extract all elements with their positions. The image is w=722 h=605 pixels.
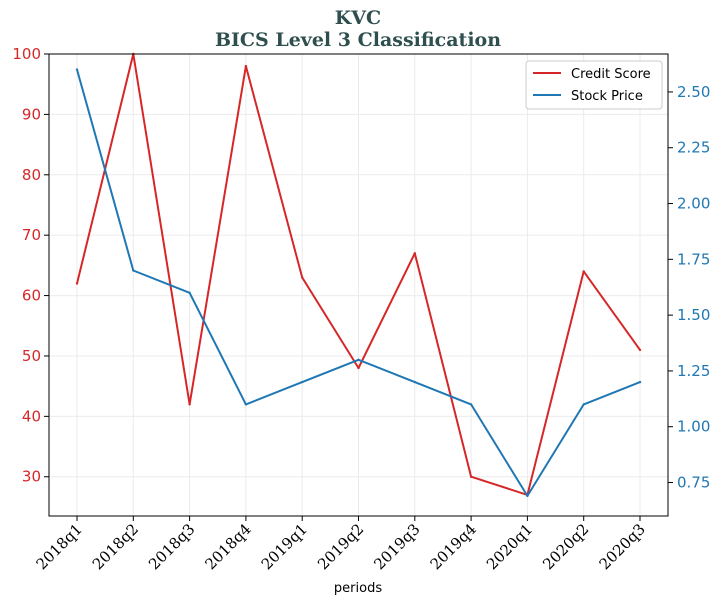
- data-point-credit-score: [188, 403, 191, 406]
- chart-title: KVC: [335, 7, 381, 29]
- data-point-stock-price: [244, 403, 248, 406]
- right-tick-label: 1.50: [677, 306, 710, 324]
- x-tick-label: 2018q2: [89, 520, 142, 573]
- data-point-credit-score: [357, 366, 360, 370]
- data-point-credit-score: [244, 64, 248, 68]
- right-tick-label: 2.00: [677, 195, 710, 213]
- data-point-stock-price: [357, 358, 360, 361]
- data-point-credit-score: [469, 475, 473, 478]
- left-tick-label: 70: [22, 226, 41, 244]
- x-tick-label: 2020q1: [483, 520, 536, 573]
- data-point-credit-score: [301, 276, 304, 279]
- x-tick-label: 2018q3: [145, 520, 198, 573]
- right-tick-label: 1.00: [677, 418, 710, 436]
- data-point-credit-score: [582, 270, 585, 273]
- data-point-stock-price: [75, 68, 79, 71]
- x-tick-label: 2020q2: [539, 520, 592, 573]
- right-tick-label: 2.25: [677, 139, 710, 157]
- data-point-stock-price: [413, 380, 416, 384]
- data-point-credit-score: [75, 282, 79, 285]
- data-point-stock-price: [526, 494, 529, 498]
- x-tick-label: 2019q1: [258, 520, 311, 573]
- right-axis: 0.75 1.00 1.25 1.50 1.75 2.00 2.25 2.50: [668, 83, 710, 492]
- data-point-stock-price: [638, 380, 642, 384]
- data-point-stock-price: [469, 403, 473, 406]
- x-tick-label: 2019q4: [427, 520, 480, 573]
- data-point-stock-price: [301, 380, 304, 384]
- legend-label-credit-score: Credit Score: [571, 67, 651, 82]
- left-tick-label: 90: [22, 105, 41, 123]
- chart-subtitle: BICS Level 3 Classification: [215, 29, 501, 51]
- left-tick-label: 50: [22, 347, 41, 365]
- legend-label-stock-price: Stock Price: [571, 89, 643, 104]
- left-tick-label: 80: [22, 166, 41, 184]
- right-tick-label: 1.75: [677, 250, 710, 268]
- x-tick-label: 2019q3: [370, 520, 423, 573]
- x-axis-label: periods: [334, 581, 382, 596]
- data-point-stock-price: [188, 291, 191, 295]
- x-tick-label: 2019q2: [314, 520, 367, 573]
- left-tick-label: 100: [12, 45, 41, 63]
- legend: Credit Score Stock Price: [525, 60, 663, 110]
- data-point-credit-score: [413, 252, 416, 255]
- grid: [49, 53, 668, 516]
- left-axis: 30 40 50 60 70 80 90 100: [12, 45, 49, 486]
- left-tick-label: 60: [22, 287, 41, 305]
- left-tick-label: 30: [22, 468, 41, 486]
- left-tick-label: 40: [22, 407, 41, 425]
- right-tick-label: 1.25: [677, 362, 710, 380]
- right-tick-label: 0.75: [677, 474, 710, 492]
- right-tick-label: 2.50: [677, 83, 710, 101]
- x-tick-label: 2018q1: [33, 520, 86, 573]
- x-tick-label: 2018q4: [201, 520, 254, 573]
- data-point-stock-price: [582, 403, 585, 406]
- data-point-credit-score: [638, 348, 642, 352]
- data-point-stock-price: [132, 269, 135, 272]
- x-tick-label: 2020q3: [596, 520, 649, 573]
- x-axis: 2018q1 2018q2 2018q3 2018q4 2019q1 2019q2 2019…: [33, 516, 649, 573]
- series-lines: [75, 52, 642, 498]
